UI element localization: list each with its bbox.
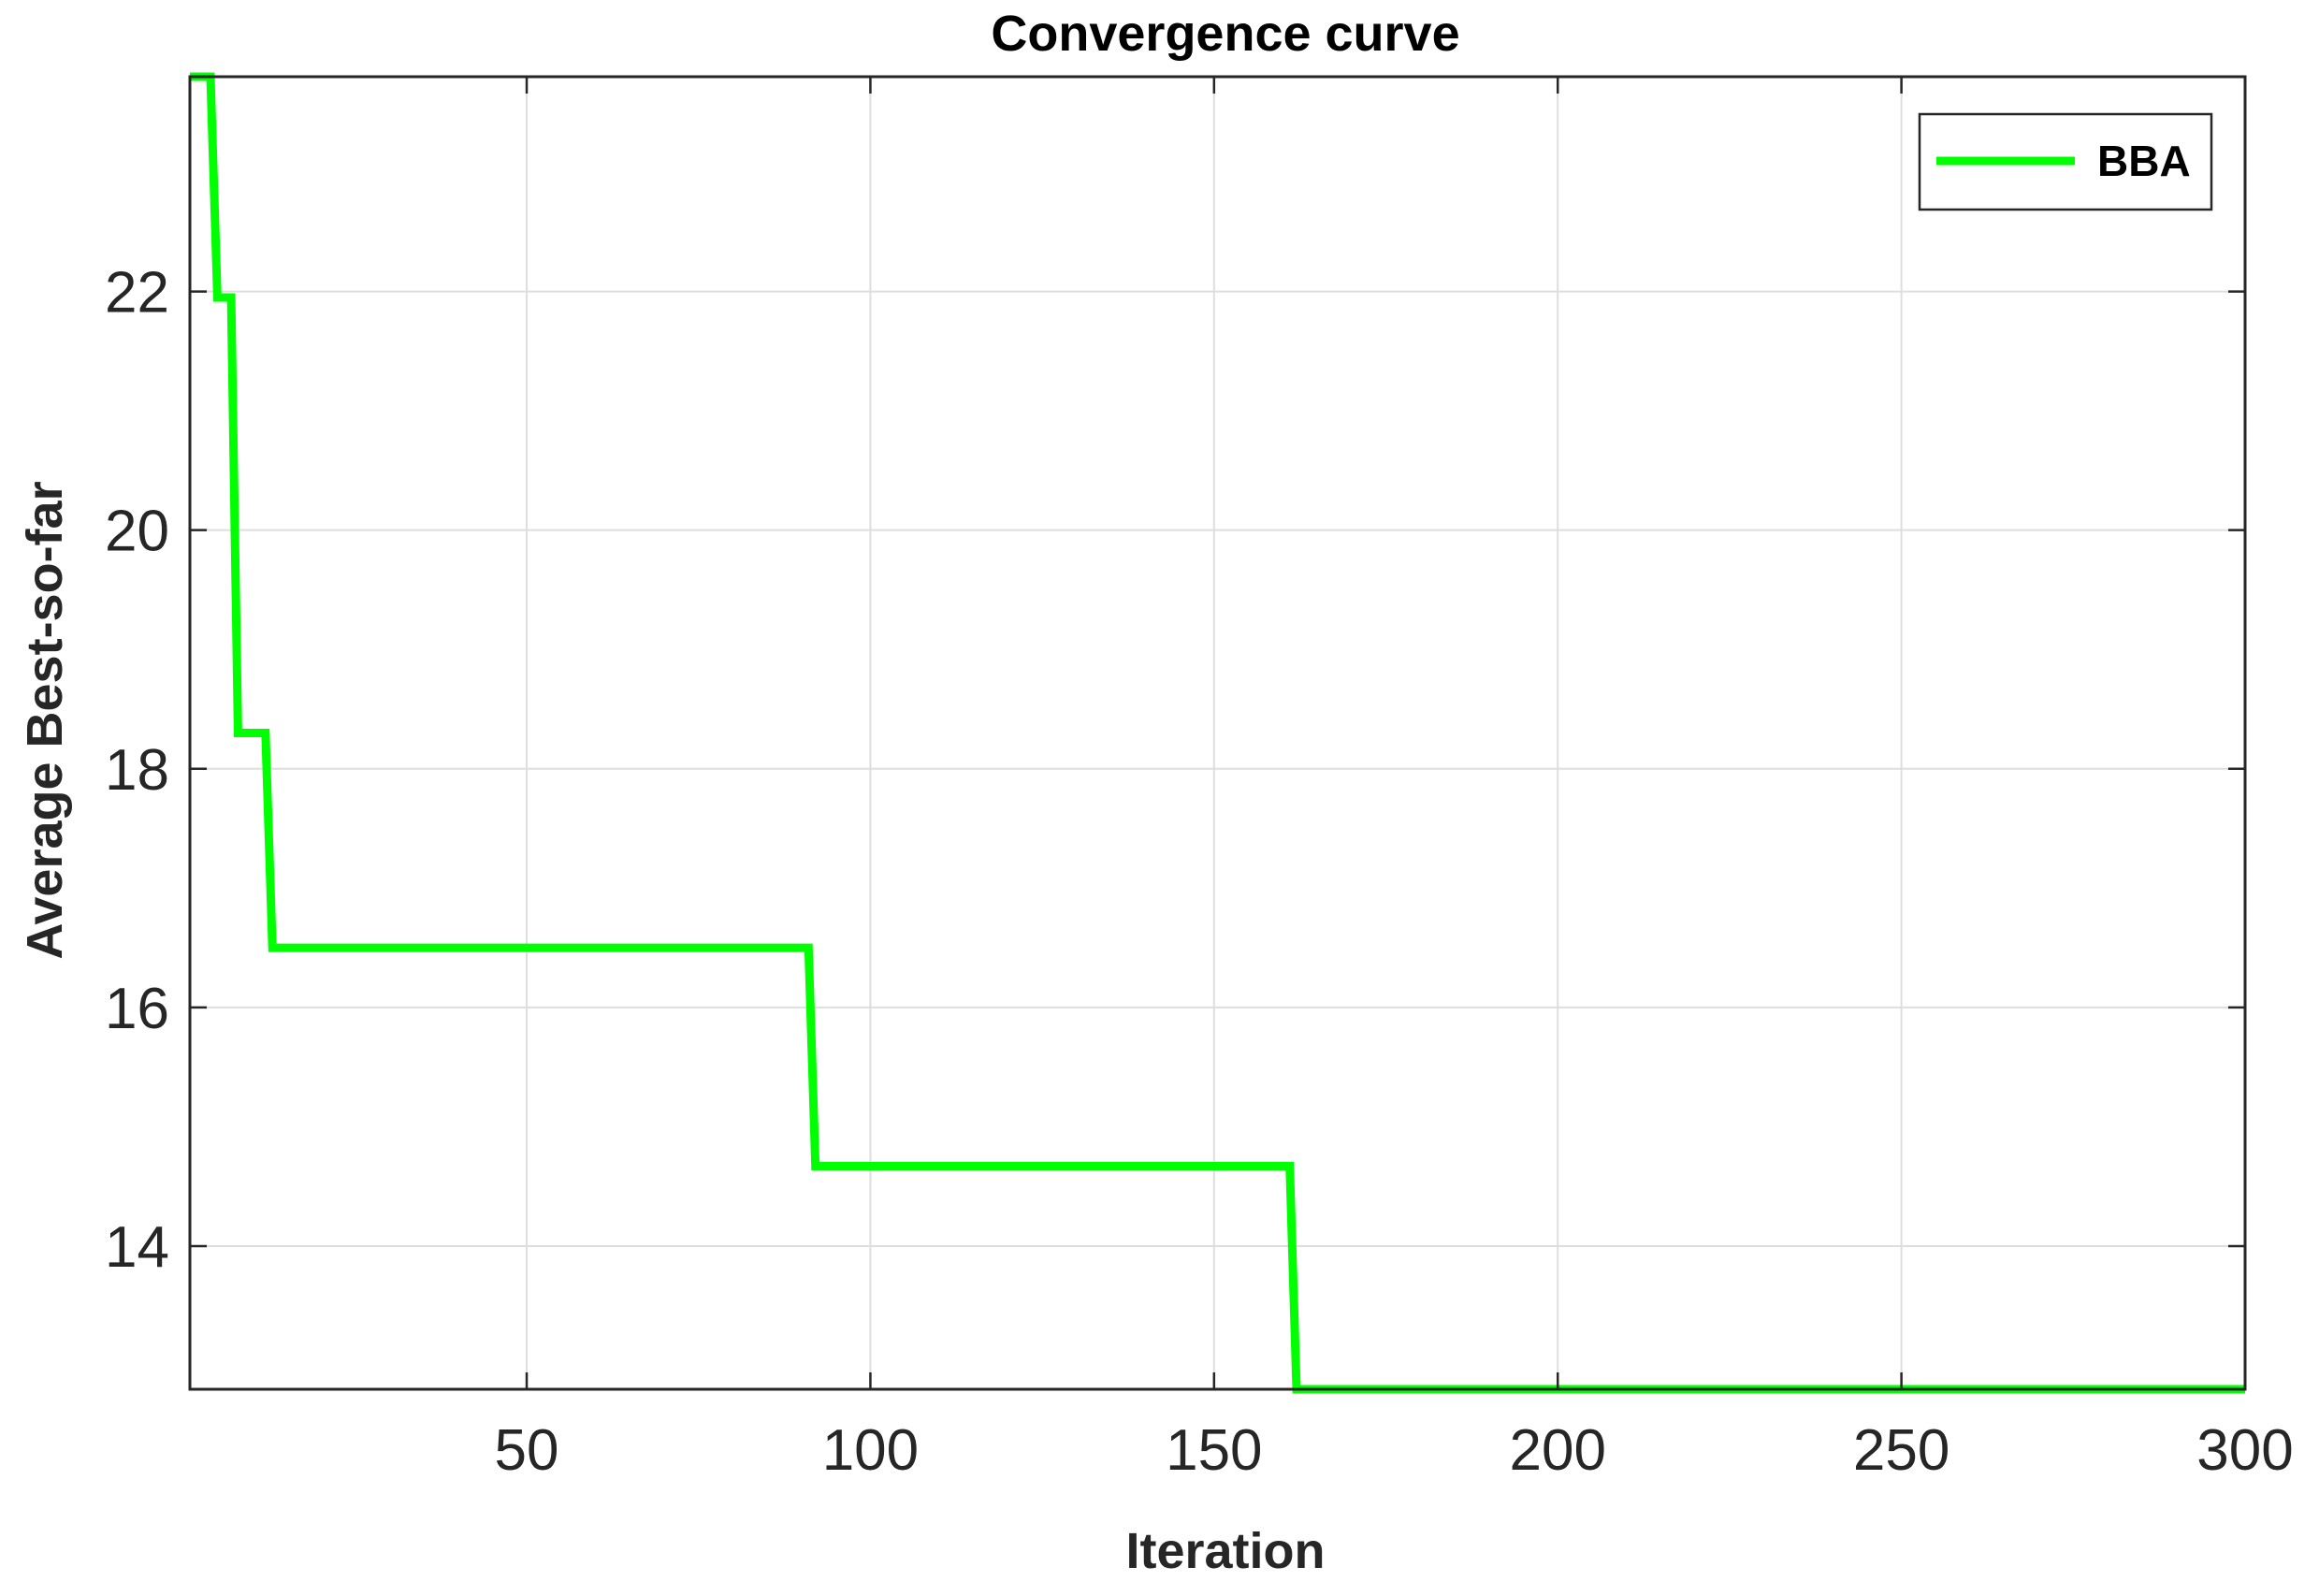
series-layer [190,72,2245,1394]
chart-title: Convergence curve [991,6,1459,62]
y-tick-label: 16 [105,977,169,1041]
y-tick-label: 18 [105,738,169,803]
y-tick-label: 22 [105,261,169,326]
y-axis-label: Average Best-so-far [17,481,73,959]
x-tick-label: 250 [1853,1418,1949,1483]
axis-ticks [190,77,2247,1389]
series-line-bba [190,72,2245,1394]
legend-label-bba: BBA [2097,137,2191,185]
tick-labels: 50 100 150 200 250 300 14 16 18 20 22 [105,261,2294,1483]
y-tick-label: 20 [105,500,169,564]
x-tick-label: 150 [1166,1418,1262,1483]
x-tick-label: 300 [2196,1418,2293,1483]
x-tick-label: 50 [495,1418,559,1483]
plot-background [190,77,2245,1389]
legend: BBA [1918,112,2213,211]
x-tick-label: 100 [822,1418,919,1483]
y-tick-label: 14 [105,1215,169,1280]
x-tick-label: 200 [1509,1418,1605,1483]
plot-frame [188,75,2247,1391]
x-axis-label: Iteration [1125,1523,1325,1579]
